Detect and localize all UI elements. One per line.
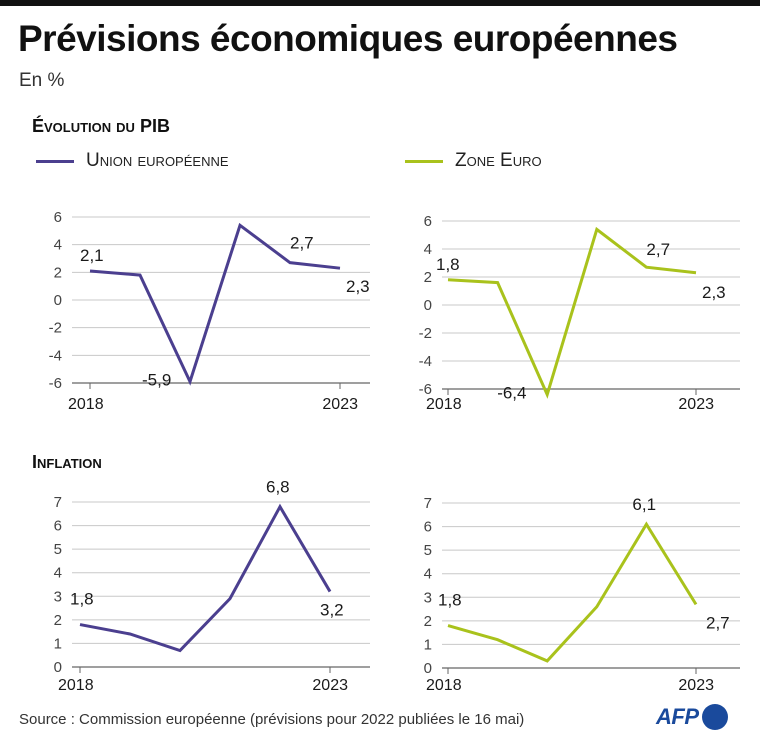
legend-label-eu: Union européenne: [86, 150, 229, 171]
afp-logo-dot: [701, 704, 728, 730]
x-label-last: 2023: [322, 396, 358, 413]
y-tick-label: 0: [54, 292, 62, 309]
data-label: -5,9: [142, 371, 171, 390]
y-tick-label: 7: [424, 495, 432, 512]
data-label: 3,2: [320, 601, 344, 620]
legend-swatch-eu: [36, 159, 74, 163]
x-label-first: 2018: [68, 396, 104, 413]
legend-item-ez: Zone Euro: [405, 150, 542, 172]
x-label-first: 2018: [426, 396, 462, 413]
series-line: [447, 226, 697, 399]
y-tick-label: 2: [54, 612, 62, 629]
data-label: 2,3: [702, 283, 726, 302]
y-tick-label: 1: [424, 636, 432, 653]
y-tick-label: -6: [419, 381, 432, 398]
y-tick-label: 4: [424, 566, 432, 583]
data-label: 2,7: [290, 234, 314, 253]
y-tick-label: 1: [54, 635, 62, 652]
afp-logo: AFP: [656, 704, 728, 730]
x-label-last: 2023: [312, 677, 348, 694]
y-tick-label: 5: [54, 541, 62, 558]
y-tick-label: 2: [424, 269, 432, 286]
series-line: [79, 503, 332, 653]
y-tick-label: 0: [424, 660, 432, 677]
y-tick-label: 2: [424, 613, 432, 630]
legend-swatch-ez: [405, 159, 443, 163]
y-tick-label: 4: [424, 241, 432, 258]
series-line: [447, 521, 698, 663]
data-label: 2,1: [80, 246, 104, 265]
x-label-first: 2018: [426, 677, 462, 694]
y-tick-label: -4: [49, 347, 62, 364]
y-tick-label: 2: [54, 264, 62, 281]
x-label-last: 2023: [678, 677, 714, 694]
y-tick-label: 4: [54, 237, 62, 254]
page-title: Prévisions économiques européennes: [18, 18, 678, 59]
data-label: 6,8: [266, 478, 290, 497]
y-tick-label: 6: [54, 518, 62, 535]
y-tick-label: 6: [54, 209, 62, 226]
top-rule: [0, 0, 760, 6]
source-note: Source : Commission européenne (prévisio…: [19, 711, 525, 728]
y-tick-label: -2: [49, 320, 62, 337]
y-tick-label: 3: [424, 589, 432, 606]
data-label: 2,7: [646, 240, 670, 259]
y-tick-label: 7: [54, 494, 62, 511]
y-tick-label: 0: [424, 297, 432, 314]
legend-label-ez: Zone Euro: [455, 150, 542, 171]
data-label: 2,7: [706, 613, 730, 632]
y-tick-label: -2: [419, 325, 432, 342]
x-label-last: 2023: [678, 396, 714, 413]
section-title-gdp: Évolution du PIB: [32, 116, 170, 136]
y-tick-label: 6: [424, 213, 432, 230]
chart-gdp-eu: 6 4 2 0 -2 -4 -6 2018 2023 2,1 -5,9 2,7 2,3: [49, 209, 370, 413]
y-tick-label: 5: [424, 542, 432, 559]
y-tick-label: 4: [54, 565, 62, 582]
data-label: 6,1: [632, 495, 656, 514]
data-label: 1,8: [70, 590, 94, 609]
data-label: 2,3: [346, 277, 370, 296]
x-label-first: 2018: [58, 677, 94, 694]
section-title-inflation: Inflation: [32, 452, 102, 472]
series-line: [89, 222, 341, 386]
data-label: 1,8: [436, 255, 460, 274]
afp-logo-text: AFP: [656, 704, 699, 729]
data-label: 1,8: [438, 591, 462, 610]
y-tick-label: 3: [54, 588, 62, 605]
legend-item-eu: Union européenne: [36, 150, 229, 172]
y-tick-label: 6: [424, 519, 432, 536]
y-tick-label: -4: [419, 353, 432, 370]
y-tick-label: 0: [54, 659, 62, 676]
y-tick-label: -6: [49, 375, 62, 392]
unit-label: En %: [19, 70, 65, 91]
data-label: -6,4: [497, 384, 526, 403]
